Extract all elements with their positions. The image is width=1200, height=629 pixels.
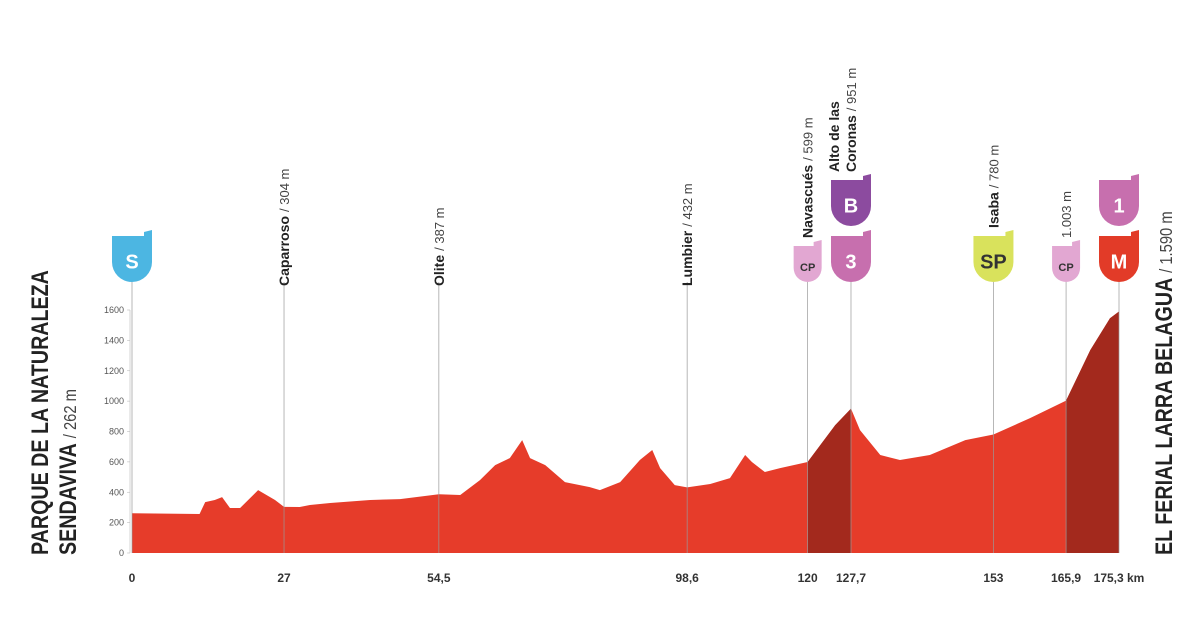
waypoint-name: Coronas: [843, 115, 859, 172]
waypoint-altitude: / 432 m: [680, 183, 695, 226]
badge-label: 1: [1113, 195, 1124, 217]
waypoint-altitude: / 387 m: [432, 208, 447, 251]
badge: [793, 240, 822, 283]
waypoint-altitude: / 599 m: [801, 117, 816, 160]
x-tick-label: 127,7: [836, 571, 866, 585]
x-tick-label: 0: [129, 571, 136, 585]
badge: [830, 230, 871, 282]
endpoint-name: PARQUE DE LA NATURALEZA: [26, 270, 53, 555]
badge: [112, 230, 152, 282]
badge-label: SP: [980, 251, 1007, 273]
y-tick-label: 400: [109, 487, 124, 497]
endpoint-altitude: / 1.590 m: [1157, 211, 1177, 272]
waypoint-altitude: / 951 m: [844, 68, 859, 111]
badge: [830, 174, 871, 226]
y-tick-label: 1600: [104, 305, 124, 315]
x-tick-label: 98,6: [675, 571, 699, 585]
badge-label: CP: [1058, 262, 1073, 274]
waypoint-name: Isaba: [985, 192, 1001, 228]
waypoint-label: Isaba / 780 m: [985, 145, 1001, 228]
endpoint-name: EL FERIAL LARRA BELAGUA / 1.590 m: [1150, 211, 1177, 555]
y-tick-label: 1000: [104, 396, 124, 406]
y-tick-label: 1200: [104, 366, 124, 376]
endpoint-name: SENDAVIVA / 262 m: [54, 389, 81, 555]
endpoint-name-line: EL FERIAL LARRA BELAGUA: [1150, 278, 1177, 555]
badge: [1099, 174, 1139, 226]
waypoint-name: Lumbier: [679, 230, 695, 286]
y-tick-label: 600: [109, 457, 124, 467]
waypoint-name: Navascués: [800, 165, 816, 238]
y-tick-label: 0: [119, 548, 124, 558]
x-tick-label: 27: [277, 571, 291, 585]
endpoint-name-line: SENDAVIVA: [54, 443, 81, 555]
x-tick-label: 120: [798, 571, 818, 585]
waypoint-label: Lumbier / 432 m: [679, 183, 695, 286]
endpoint-name-line: PARQUE DE LA NATURALEZA: [26, 270, 53, 555]
badge-label: B: [844, 195, 858, 217]
waypoint-name: Caparroso: [276, 216, 292, 286]
x-tick-label: 175,3 km: [1094, 571, 1145, 585]
waypoint-altitude: / 780 m: [986, 145, 1001, 188]
y-tick-label: 1400: [104, 335, 124, 345]
waypoint-label: Alto de las: [826, 101, 842, 172]
y-tick-label: 800: [109, 427, 124, 437]
waypoint-label: Olite / 387 m: [431, 208, 447, 286]
badge-label: CP: [800, 262, 815, 274]
badge: [1099, 230, 1139, 282]
waypoint-label: Coronas / 951 m: [843, 68, 859, 172]
waypoint-name: Olite: [431, 255, 447, 286]
badge: [973, 230, 1014, 282]
badge-label: 3: [845, 251, 856, 273]
climb-highlight: [807, 408, 851, 553]
endpoint-altitude: / 262 m: [61, 389, 81, 438]
climb-highlight: [1066, 311, 1119, 553]
waypoint-label: Navascués / 599 m: [800, 117, 816, 238]
y-tick-label: 200: [109, 518, 124, 528]
x-tick-label: 165,9: [1051, 571, 1081, 585]
x-tick-label: 54,5: [427, 571, 451, 585]
waypoint-altitude: / 304 m: [277, 169, 292, 212]
badge-label: M: [1111, 251, 1128, 273]
profile-area: [132, 311, 1119, 553]
badge-label: S: [125, 251, 138, 273]
waypoint-label: Caparroso / 304 m: [276, 169, 292, 286]
badge: [1052, 240, 1081, 283]
waypoint-name: Alto de las: [826, 101, 842, 172]
waypoint-label: 1.003 m: [1059, 191, 1074, 238]
x-tick-label: 153: [983, 571, 1003, 585]
waypoint-altitude: 1.003 m: [1059, 191, 1074, 238]
